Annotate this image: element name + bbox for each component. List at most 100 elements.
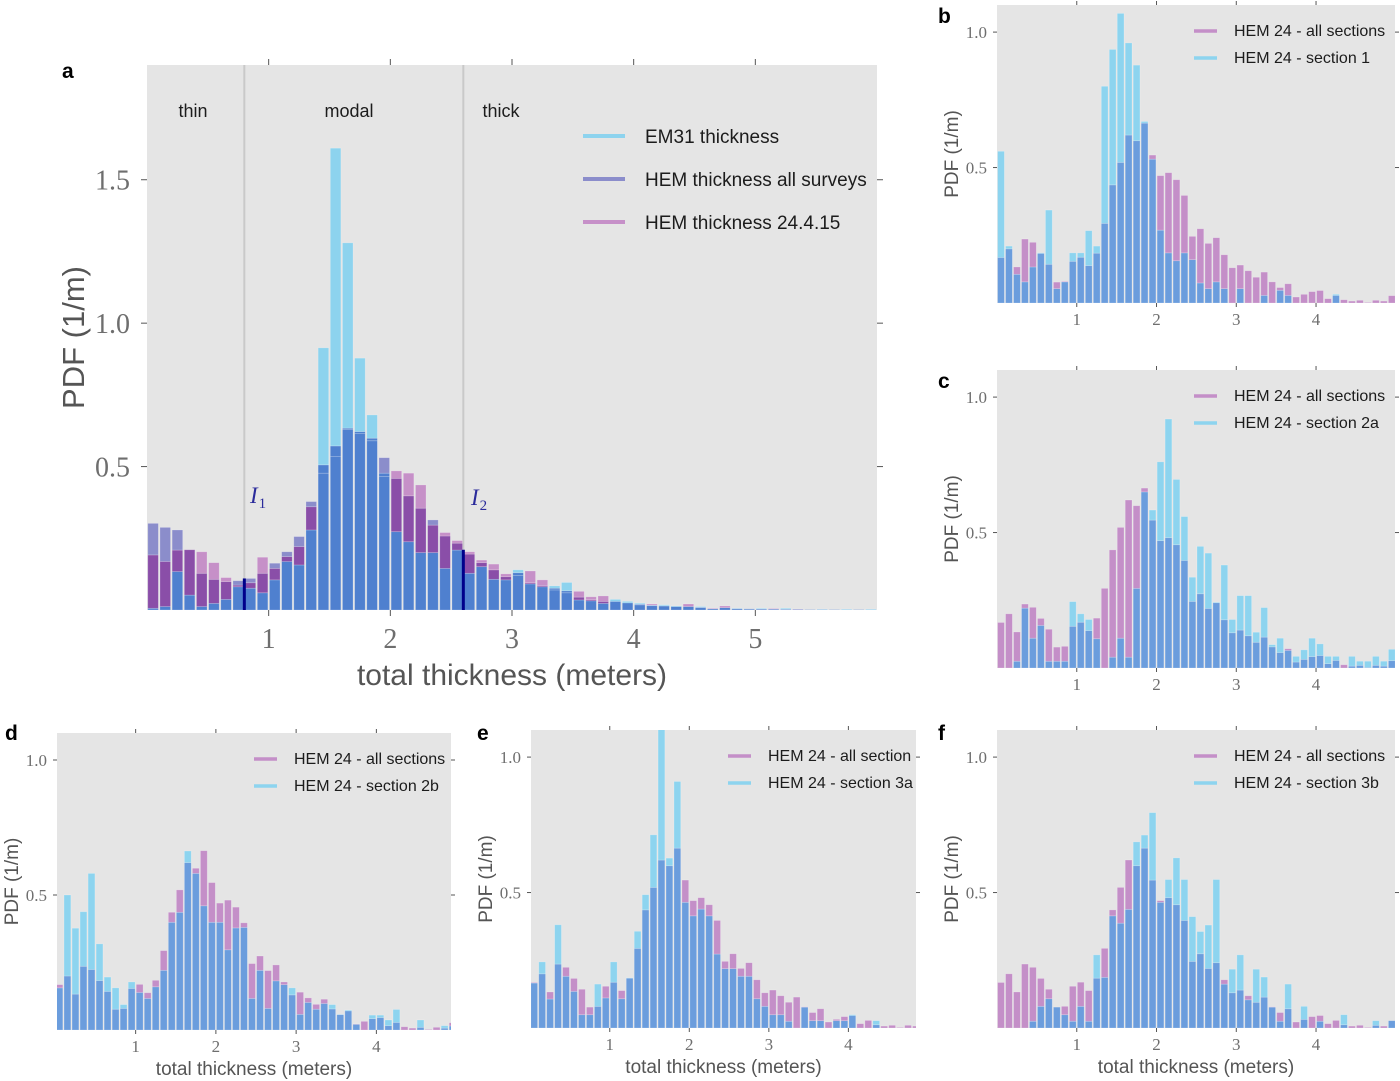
bar-b-bin-7-p (1053, 281, 1061, 289)
bar-d-bin-15-p (176, 889, 184, 913)
bar-a-bin-5-p (208, 562, 220, 580)
panel-e: 1 2 3 4 0.5 1.0 total thickness (meters) PDF (1… (476, 722, 928, 1078)
bar-a-bin-8-a-e-p (244, 587, 257, 610)
bar-f-bin-7-p-s (1053, 1006, 1061, 1028)
bar-a-bin-30-e (512, 569, 524, 574)
bar-c-bin-30-s (1236, 595, 1245, 631)
bar-a-bin-31-a-e-p (524, 583, 536, 610)
plot-area-f (997, 812, 1395, 1028)
bar-d-bin-14-p (167, 911, 176, 923)
bar-a-bin-26-a-p (463, 553, 476, 574)
bar-a-bin-7-a-e-p (232, 586, 244, 610)
bar-d-bin-27-p-s (272, 980, 280, 1030)
bar-a-bin-10-a (269, 562, 281, 569)
y-axis-label-a: PDF (1/m) (56, 266, 91, 409)
bar-d-bin-13-p (159, 950, 168, 971)
region-label-thick: thick (482, 101, 520, 121)
bar-f-bin-32-s (1252, 968, 1260, 1003)
bar-e-bin-20-p-s (689, 915, 697, 1028)
legend-item-a-0: EM31 thickness (583, 127, 779, 148)
legend-item-b-0: HEM 24 - all sections (1194, 23, 1385, 40)
bar-e-bin-32-p (784, 1001, 793, 1022)
bar-c-bin-27-p-s (1212, 602, 1221, 668)
legend-item-d-0: HEM 24 - all sections (254, 751, 445, 768)
threshold-symbol: I (470, 485, 480, 510)
bar-e-bin-25-p (729, 953, 737, 970)
bar-e-bin-40-s (848, 1014, 857, 1016)
x-tick-label-e-3: 4 (844, 1035, 853, 1054)
bar-f-bin-8-p (1061, 1005, 1069, 1016)
bar-d-bin-47-p (432, 1026, 441, 1030)
bar-b-bin-10-p-s (1077, 256, 1085, 303)
bar-c-bin-39-p-s (1308, 656, 1316, 668)
bar-d-bin-40-s (376, 1014, 385, 1018)
bar-b-bin-7-p-s (1053, 288, 1061, 303)
bar-d-bin-11-p-s (143, 998, 152, 1030)
bar-b-bin-23-p-s (1180, 252, 1189, 303)
x-tick-label-f-1: 2 (1152, 1035, 1161, 1054)
legend-label-f-1: HEM 24 - section 3b (1234, 775, 1379, 792)
bar-d-bin-33-p (320, 998, 328, 1004)
y-tick-label-d-1: 1.0 (26, 751, 47, 770)
bar-e-bin-46-p (896, 1027, 904, 1028)
bar-f-bin-10-p-s (1077, 1005, 1085, 1028)
bar-b-bin-29-p (1228, 267, 1237, 303)
bar-a-bin-22-p (415, 484, 427, 509)
bar-b-bin-11-s (1084, 230, 1093, 266)
bar-c-bin-41-p-s (1324, 663, 1332, 668)
bar-b-bin-2-p (1013, 266, 1021, 275)
bar-e-bin-35-p-s (808, 1020, 817, 1028)
bar-d-bin-44-p (408, 1027, 417, 1030)
bar-e-bin-28-p-s (753, 998, 761, 1028)
bar-a-bin-44-a-e-p (682, 606, 695, 610)
bar-b-bin-36-p (1284, 283, 1292, 296)
bar-a-bin-23-a-p (427, 524, 439, 553)
bar-c-bin-6-p (1045, 628, 1053, 662)
bar-e-bin-49-p (921, 1021, 928, 1028)
bar-e-bin-2-p (546, 991, 554, 1000)
bar-b-bin-23-p (1180, 195, 1189, 254)
bar-a-bin-7-a (232, 580, 244, 586)
bar-d-bin-9-s (127, 981, 136, 989)
bar-d-bin-11-p (143, 992, 152, 999)
bar-a-bin-6-a-p (220, 581, 232, 600)
bar-b-bin-17-s (1132, 64, 1141, 142)
legend-item-b-1: HEM 24 - section 1 (1194, 50, 1370, 67)
bar-e-bin-15-s (649, 834, 658, 888)
bar-b-bin-35-p-s (1276, 289, 1284, 303)
bar-a-bin-13-a-p (305, 506, 317, 531)
bar-a-bin-47-p (719, 605, 731, 609)
threshold-label-i2: I2 (470, 485, 487, 514)
legend-item-e-1: HEM 24 - section 3a (728, 775, 913, 792)
bar-a-bin-17-a-e-p (354, 433, 366, 610)
bar-c-bin-13-p (1100, 588, 1109, 668)
legend-b: HEM 24 - all sections HEM 24 - section 1 (1194, 23, 1385, 67)
bar-b-bin-32-p (1252, 276, 1260, 303)
bar-d-bin-10-p (135, 984, 144, 993)
panel-b: 1 2 3 4 0.5 1.0 PDF (1/m) HEM 24 - all sections… (938, 1, 1399, 329)
bar-e-bin-36-p (816, 1008, 825, 1022)
plot-area-a (147, 65, 877, 610)
bar-c-bin-19-p-s (1148, 519, 1157, 668)
bar-b-bin-20-p (1156, 175, 1165, 231)
bar-c-bin-32-s (1252, 631, 1260, 643)
bar-f-bin-36-p-s (1284, 1008, 1292, 1028)
bar-e-bin-12-p-s (625, 977, 634, 1028)
bar-e-bin-28-p (753, 979, 761, 1000)
bar-a-bin-6-p (220, 577, 232, 582)
bar-f-bin-43-s (1340, 1014, 1348, 1026)
panel-d: 1 2 3 4 0.5 1.0 total thickness (meters) PDF (1… (2, 722, 455, 1080)
bar-a-bin-39-a-e-p (621, 602, 634, 610)
bar-c-bin-18-p (1140, 487, 1149, 493)
legend-item-d-1: HEM 24 - section 2b (254, 778, 439, 795)
bar-e-bin-23-p-s (713, 953, 721, 1028)
bar-c-bin-40-p-s (1316, 655, 1324, 668)
bar-f-bin-19-p-s (1148, 879, 1157, 1028)
bar-e-bin-0-p-s (531, 982, 538, 1028)
bar-f-bin-27-s (1212, 879, 1221, 964)
bar-c-bin-3-p-s (1021, 607, 1029, 668)
bar-d-bin-23-p-s (240, 927, 248, 1030)
bar-c-bin-20-s (1156, 461, 1165, 542)
bar-c-bin-28-s (1220, 564, 1229, 621)
